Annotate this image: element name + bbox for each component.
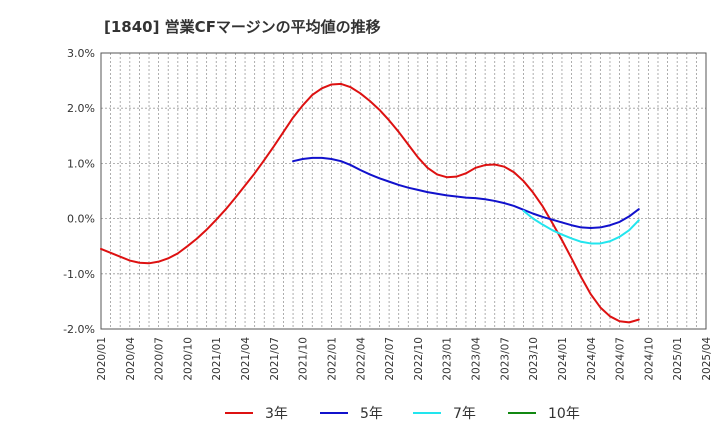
plot-background xyxy=(101,53,706,329)
x-tick-label: 2024/01 xyxy=(557,337,569,381)
x-tick-label: 2021/10 xyxy=(298,337,310,381)
x-tick-label: 2022/07 xyxy=(384,337,396,381)
x-tick-label: 2025/01 xyxy=(672,337,684,381)
plot-area xyxy=(100,52,707,330)
series-lines xyxy=(100,82,640,324)
x-tick-label: 2020/01 xyxy=(96,337,108,381)
legend: 3年 5年 7年 10年 xyxy=(225,406,580,422)
x-tick-label: 2021/01 xyxy=(211,337,223,381)
y-axis-tick-labels: 3.0% 2.0% 1.0% 0.0% -1.0% -2.0% xyxy=(63,47,95,336)
y-tick-label: -1.0% xyxy=(63,268,95,281)
chart-title: [1840] 営業CFマージンの平均値の推移 xyxy=(104,18,381,36)
y-tick-label: 0.0% xyxy=(67,213,95,226)
x-tick-label: 2021/04 xyxy=(240,337,252,381)
x-tick-label: 2022/01 xyxy=(326,337,338,381)
x-tick-label: 2020/10 xyxy=(182,337,194,381)
x-tick-label: 2023/01 xyxy=(442,337,454,381)
x-tick-label: 2024/04 xyxy=(586,337,598,381)
legend-label: 7年 xyxy=(453,406,476,422)
series-line-3年 xyxy=(100,82,640,324)
legend-label: 5年 xyxy=(360,406,383,422)
y-tick-label: 3.0% xyxy=(67,47,95,60)
y-tick-label: -2.0% xyxy=(63,323,95,336)
x-tick-label: 2024/07 xyxy=(615,337,627,381)
series-line-5年 xyxy=(292,156,640,229)
x-tick-label: 2023/07 xyxy=(499,337,511,381)
y-tick-label: 1.0% xyxy=(67,157,95,170)
x-tick-label: 2020/04 xyxy=(125,337,137,381)
y-tick-label: 2.0% xyxy=(67,102,95,115)
x-tick-label: 2020/07 xyxy=(154,337,166,381)
x-axis-tick-labels: 2020/01 2020/04 2020/07 2020/10 2021/01 2021/… xyxy=(96,337,713,381)
legend-label: 10年 xyxy=(548,406,580,422)
x-tick-label: 2025/04 xyxy=(701,337,713,381)
x-tick-label: 2023/04 xyxy=(471,337,483,381)
x-tick-label: 2022/04 xyxy=(355,337,367,381)
x-tick-label: 2021/07 xyxy=(269,337,281,381)
plot-frame xyxy=(100,52,707,330)
x-tick-label: 2023/10 xyxy=(528,337,540,381)
x-tick-label: 2024/10 xyxy=(643,337,655,381)
series-line-7年 xyxy=(522,209,640,245)
legend-label: 3年 xyxy=(265,406,288,422)
x-tick-label: 2022/10 xyxy=(413,337,425,381)
